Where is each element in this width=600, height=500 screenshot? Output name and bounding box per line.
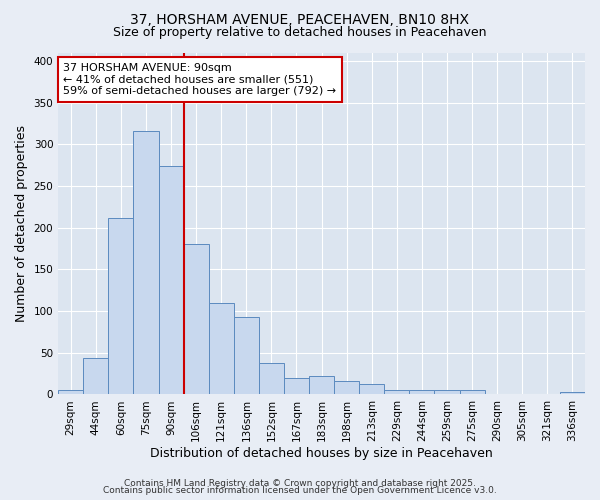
Bar [334, 381, 359, 394]
Bar [284, 378, 309, 394]
Bar [409, 390, 434, 394]
Bar [109, 218, 133, 394]
Bar [133, 131, 158, 394]
X-axis label: Distribution of detached houses by size in Peacehaven: Distribution of detached houses by size … [150, 447, 493, 460]
Bar [259, 363, 284, 394]
Bar [309, 376, 334, 394]
Text: 37, HORSHAM AVENUE, PEACEHAVEN, BN10 8HX: 37, HORSHAM AVENUE, PEACEHAVEN, BN10 8HX [131, 12, 470, 26]
Bar [184, 244, 209, 394]
Text: Size of property relative to detached houses in Peacehaven: Size of property relative to detached ho… [113, 26, 487, 39]
Bar [234, 317, 259, 394]
Text: Contains HM Land Registry data © Crown copyright and database right 2025.: Contains HM Land Registry data © Crown c… [124, 478, 476, 488]
Bar [560, 392, 585, 394]
Bar [58, 390, 83, 394]
Bar [434, 390, 460, 394]
Bar [209, 302, 234, 394]
Text: Contains public sector information licensed under the Open Government Licence v3: Contains public sector information licen… [103, 486, 497, 495]
Bar [460, 390, 485, 394]
Bar [385, 390, 409, 394]
Y-axis label: Number of detached properties: Number of detached properties [15, 125, 28, 322]
Bar [158, 166, 184, 394]
Bar [359, 384, 385, 394]
Bar [83, 358, 109, 395]
Text: 37 HORSHAM AVENUE: 90sqm
← 41% of detached houses are smaller (551)
59% of semi-: 37 HORSHAM AVENUE: 90sqm ← 41% of detach… [64, 63, 337, 96]
